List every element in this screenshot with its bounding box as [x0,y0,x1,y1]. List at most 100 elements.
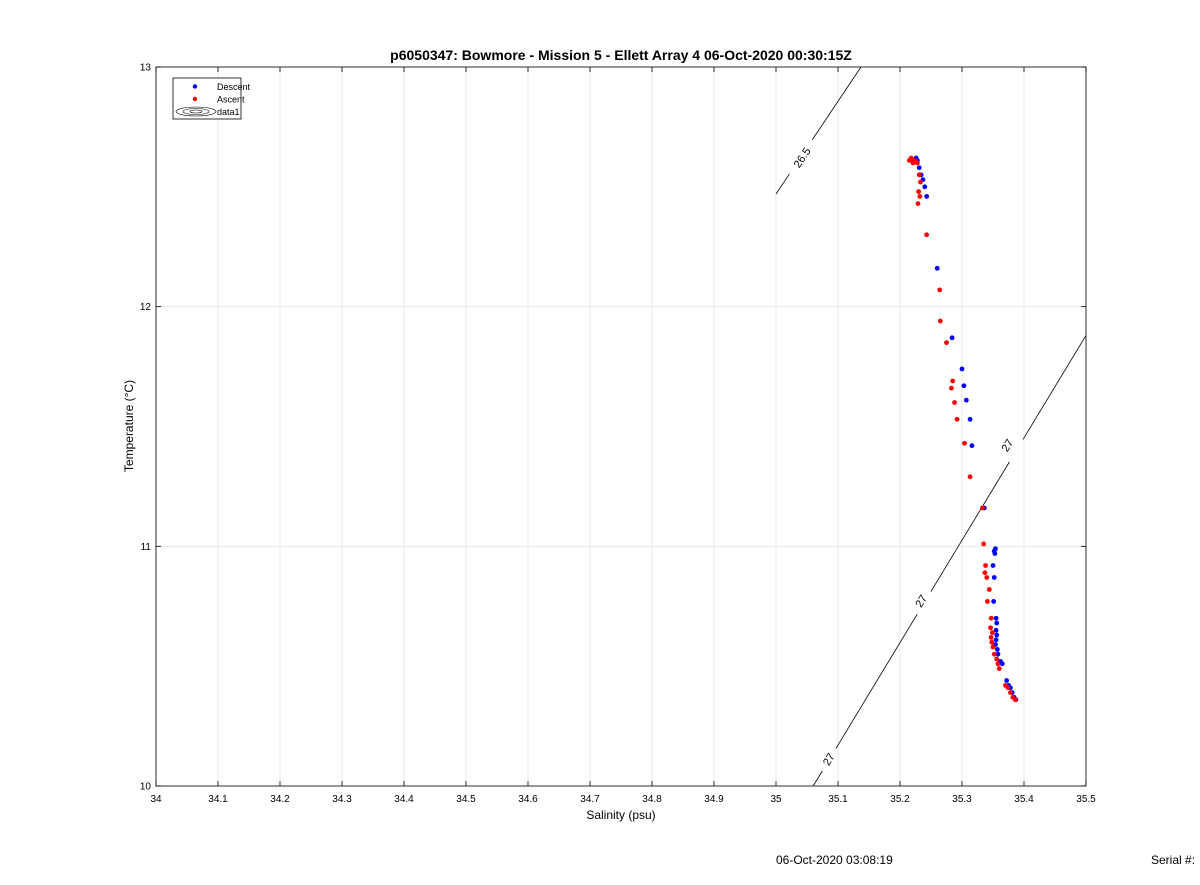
descent-point [993,627,999,633]
ascent-point [924,232,930,238]
ascent-point [937,287,943,293]
ascent-point [991,651,997,657]
ascent-point [986,587,992,592]
series-ascent [906,155,1018,703]
contour-label: 27 [913,593,930,610]
contour-line-segment [811,66,862,141]
descent-point [934,265,940,271]
contour-line-segment [930,461,1010,592]
descent-point [949,335,955,341]
contour-line-segment [835,613,918,749]
data-points [906,155,1019,703]
descent-point [961,383,967,389]
descent-point [1004,678,1010,683]
ascent-point [954,416,960,422]
x-tick-label: 35.2 [890,794,910,805]
descent-point [963,397,969,403]
descent-point [994,646,1000,652]
descent-point [916,165,922,171]
legend-ascent-label: Ascent [217,95,245,105]
descent-point [991,599,997,604]
ascent-point [917,194,923,199]
x-tick-label: 34 [150,794,162,805]
descent-point [993,546,998,552]
descent-point [993,637,999,643]
x-tick-label: 35.4 [1014,794,1034,805]
ascent-point [994,656,1000,662]
contour-label: 26.5 [792,146,814,170]
y-tick-label: 12 [140,302,152,313]
contour-swatch-icon [175,106,217,117]
legend: Descent Ascent data1 [172,77,251,120]
descent-point [959,366,965,372]
contour-line-segment [1022,335,1087,440]
x-tick-label: 34.3 [332,794,352,805]
contour-line-segment [812,770,823,787]
x-tick-label: 34.9 [704,794,724,805]
legend-ascent-marker [192,96,198,102]
descent-point [990,563,996,568]
descent-point [991,575,997,580]
serial-label: Serial #: [1151,853,1196,867]
descent-point [969,443,975,449]
ascent-point [996,666,1002,671]
ascent-point [914,160,920,166]
grid [155,66,1087,787]
descent-point [995,651,1001,657]
ascent-point [962,440,967,446]
series-descent [911,155,1019,703]
ascent-point [916,189,921,195]
ascent-point [1005,685,1011,691]
ascent-point [1012,697,1018,703]
axis-ticks: 34 34.1 34.2 34.3 34.4 34.5 34.6 34.7 34.8 34.9 35… [140,63,1096,806]
ascent-point [988,615,994,621]
x-tick-label: 35.3 [952,794,972,805]
ascent-point [949,385,954,391]
y-tick-label: 13 [140,63,152,74]
legend-descent-label: Descent [217,82,251,92]
ascent-point [918,179,923,185]
descent-point [922,184,928,190]
density-contours: 26.5 27 27 27 [775,66,1087,787]
legend-data1-label: data1 [217,107,240,117]
ascent-point [916,172,922,178]
legend-descent-marker [192,84,198,89]
x-tick-label: 34.2 [270,794,290,805]
ascent-point [995,661,1001,667]
ascent-point [1007,690,1013,695]
axes-box [155,66,1087,787]
ascent-point [990,644,996,650]
ascent-point [983,563,988,568]
x-tick-label: 34.5 [456,794,476,805]
ascent-point [944,340,949,346]
x-tick-label: 34.8 [642,794,662,805]
x-tick-label: 34.7 [580,794,600,805]
x-tick-label: 34.6 [518,794,538,805]
descent-point [993,615,999,621]
ascent-point [982,570,988,576]
descent-point [999,661,1005,667]
x-tick-label: 34.4 [394,794,414,805]
x-tick-label: 34.1 [208,794,228,805]
legend-box [172,77,242,120]
ascent-point [985,599,990,604]
ascent-point [915,201,921,207]
ascent-point [967,474,973,480]
contour-label: 27 [821,751,838,768]
x-tick-label: 35.5 [1076,794,1096,805]
ascent-point [937,318,943,324]
ascent-point [984,575,990,580]
generated-timestamp: 06-Oct-2020 03:08:19 [776,853,893,867]
descent-point [994,632,1000,638]
ascent-point [980,505,985,511]
ascent-point [988,635,994,640]
descent-point [994,620,1000,626]
ascent-point [908,155,914,161]
y-axis-label: Temperature (°C) [122,380,136,472]
x-axis-label: Salinity (psu) [586,808,655,822]
descent-point [992,551,998,556]
chart-title: p6050347: Bowmore - Mission 5 - Ellett A… [390,47,852,63]
contour-label: 27 [1000,437,1017,454]
ascent-point [981,541,987,547]
